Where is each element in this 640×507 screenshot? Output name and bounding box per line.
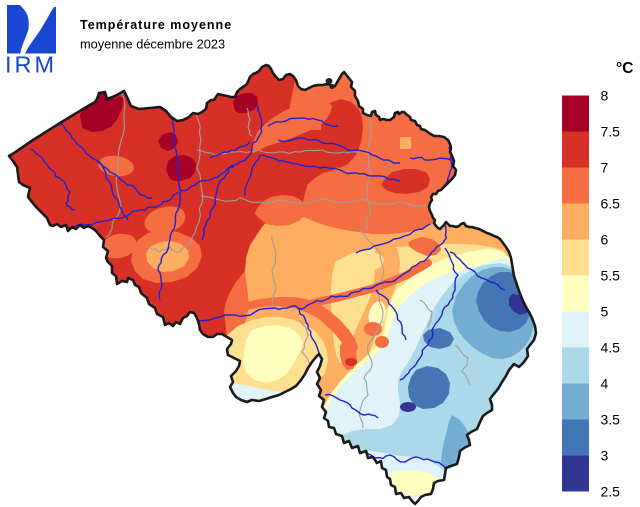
svg-text:IRM: IRM <box>5 52 57 78</box>
svg-text:7.5: 7.5 <box>601 124 621 140</box>
svg-text:5: 5 <box>601 304 609 320</box>
svg-text:3.5: 3.5 <box>601 412 621 428</box>
svg-text:3: 3 <box>601 448 609 464</box>
svg-text:Température moyenne: Température moyenne <box>80 18 232 32</box>
svg-text:6: 6 <box>601 232 609 248</box>
svg-text:moyenne décembre 2023: moyenne décembre 2023 <box>80 37 225 52</box>
svg-text:8: 8 <box>601 88 609 104</box>
svg-text:2.5: 2.5 <box>601 484 621 500</box>
svg-text:5.5: 5.5 <box>601 268 621 284</box>
svg-text:°C: °C <box>616 60 633 77</box>
svg-text:6.5: 6.5 <box>601 196 621 212</box>
svg-text:7: 7 <box>601 160 609 176</box>
svg-text:4: 4 <box>601 376 609 392</box>
svg-text:4.5: 4.5 <box>601 340 621 356</box>
